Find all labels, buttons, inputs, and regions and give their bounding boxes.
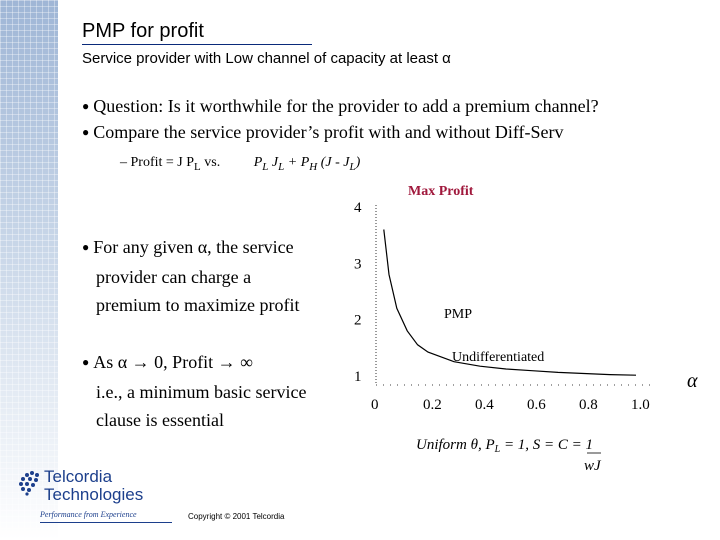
x-tick-label: 0.2 bbox=[423, 397, 442, 413]
profit-vs: vs. bbox=[200, 155, 224, 170]
y-tick-label: 4 bbox=[354, 200, 362, 216]
title-underline bbox=[82, 44, 312, 45]
pmp-series-line bbox=[383, 229, 637, 376]
logo-wordmark: Telcordia Technologies bbox=[44, 467, 144, 504]
chart-footnote-line2: wJ bbox=[584, 458, 602, 474]
x-tick-label: 0.6 bbox=[527, 397, 546, 413]
y-tick-label: 2 bbox=[354, 313, 362, 329]
bullet-given-alpha: ● For any given α, the service provider c… bbox=[82, 237, 300, 315]
pmp-series-label: PMP bbox=[444, 307, 472, 322]
logo-tagline: Performance from Experience bbox=[40, 510, 137, 519]
x-tick-label: 0.8 bbox=[579, 397, 598, 413]
telcordia-logo-icon bbox=[19, 471, 39, 496]
telcordia-logo: Telcordia Technologies Performance from … bbox=[18, 467, 172, 530]
x-tick-label: 0 bbox=[371, 397, 379, 413]
bullet-alpha-limit: ● As α → 0, Profit → ∞ i.e., a minimum ba… bbox=[82, 352, 307, 430]
slide-subtitle: Service provider with Low channel of cap… bbox=[82, 50, 451, 67]
chart-footnote-line1: Uniform θ, PL = 1, S = C = 1 bbox=[416, 437, 593, 455]
undifferentiated-label: Undifferentiated bbox=[452, 350, 544, 365]
x-tick-label: 0.4 bbox=[475, 397, 494, 413]
bullet-compare-text: Compare the service provider’s profit wi… bbox=[93, 122, 564, 142]
bullet-question-text: Question: Is it worthwhile for the provi… bbox=[93, 96, 599, 116]
chart-title: Max Profit bbox=[408, 184, 474, 199]
x-tick-label: 1.0 bbox=[631, 397, 650, 413]
x-axis-label: α bbox=[687, 370, 698, 392]
profit-formula: PL JL + PH (J - JL) bbox=[253, 155, 361, 173]
slide-title: PMP for profit bbox=[82, 20, 204, 42]
copyright-text: Copyright © 2001 Telcordia bbox=[188, 512, 285, 521]
logo-rule bbox=[40, 522, 172, 523]
bullet-question: ● Question: Is it worthwhile for the prov… bbox=[82, 96, 599, 116]
y-tick-label: 3 bbox=[354, 256, 362, 272]
profit-formula-line: – Profit = J PL vs. PL JL + PH (J - JL) bbox=[120, 155, 360, 173]
bullet-compare: ● Compare the service provider’s profit w… bbox=[82, 122, 564, 142]
profit-sub: L bbox=[194, 160, 201, 173]
profit-prefix: – Profit = J P bbox=[120, 155, 195, 170]
y-tick-label: 1 bbox=[354, 369, 362, 385]
decorative-sidebar bbox=[0, 0, 58, 540]
max-profit-chart: Max Profit 1 2 3 4 0 0.2 0.4 0.6 0.8 1.0 PMP Und… bbox=[354, 184, 698, 474]
